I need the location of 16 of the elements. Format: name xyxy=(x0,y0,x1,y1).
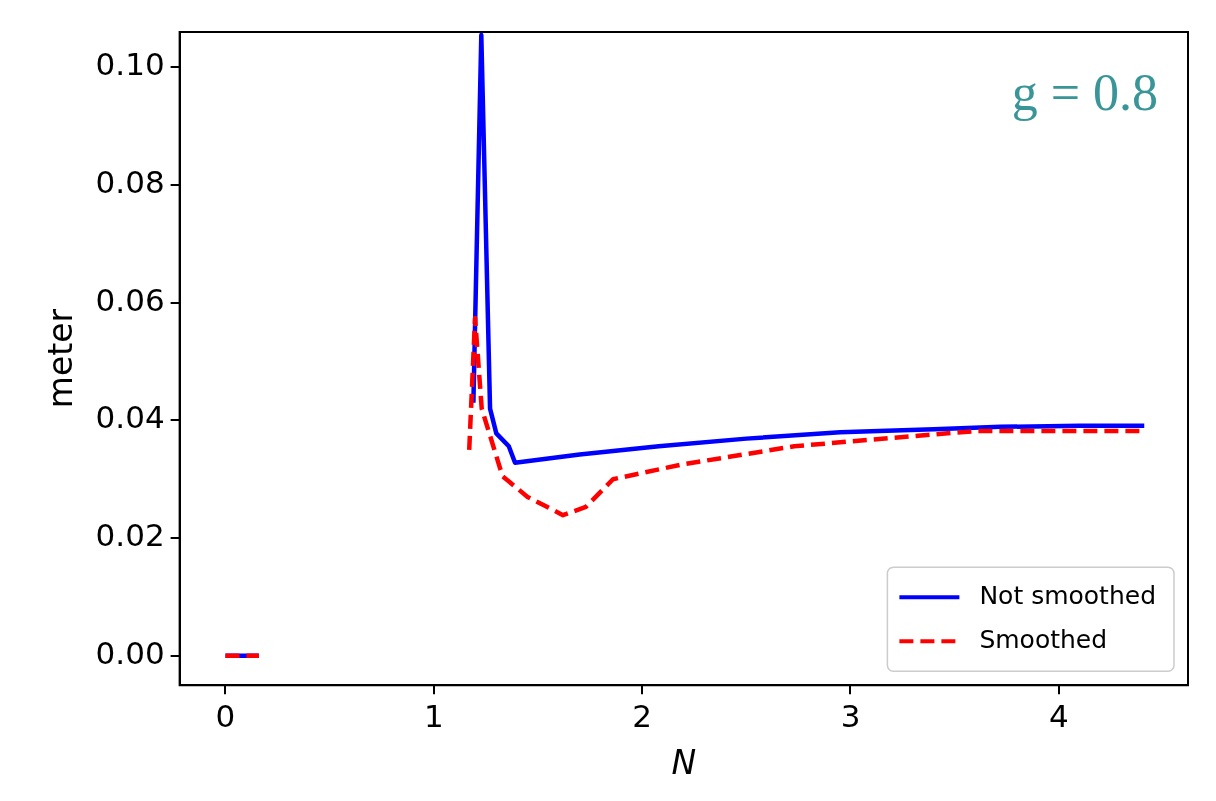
x-axis-title: N xyxy=(671,742,697,782)
legend-label: Not smoothed xyxy=(979,580,1157,610)
annotation: g = 0.8 xyxy=(1011,63,1158,121)
y-axis-title: meter xyxy=(41,308,81,409)
x-tick-label: 2 xyxy=(632,697,653,734)
x-tick-label: 3 xyxy=(840,697,861,734)
legend-label: Smoothed xyxy=(979,624,1108,654)
x-tick-label: 0 xyxy=(215,697,236,734)
y-tick-label: 0.04 xyxy=(95,399,165,436)
y-tick-label: 0.02 xyxy=(95,517,165,554)
x-tick-label: 1 xyxy=(423,697,444,734)
y-tick-label: 0.06 xyxy=(95,281,165,318)
y-tick-label: 0.00 xyxy=(95,634,165,671)
y-tick-label: 0.10 xyxy=(95,46,165,83)
x-tick-label: 4 xyxy=(1048,697,1069,734)
y-tick-label: 0.08 xyxy=(95,164,165,201)
